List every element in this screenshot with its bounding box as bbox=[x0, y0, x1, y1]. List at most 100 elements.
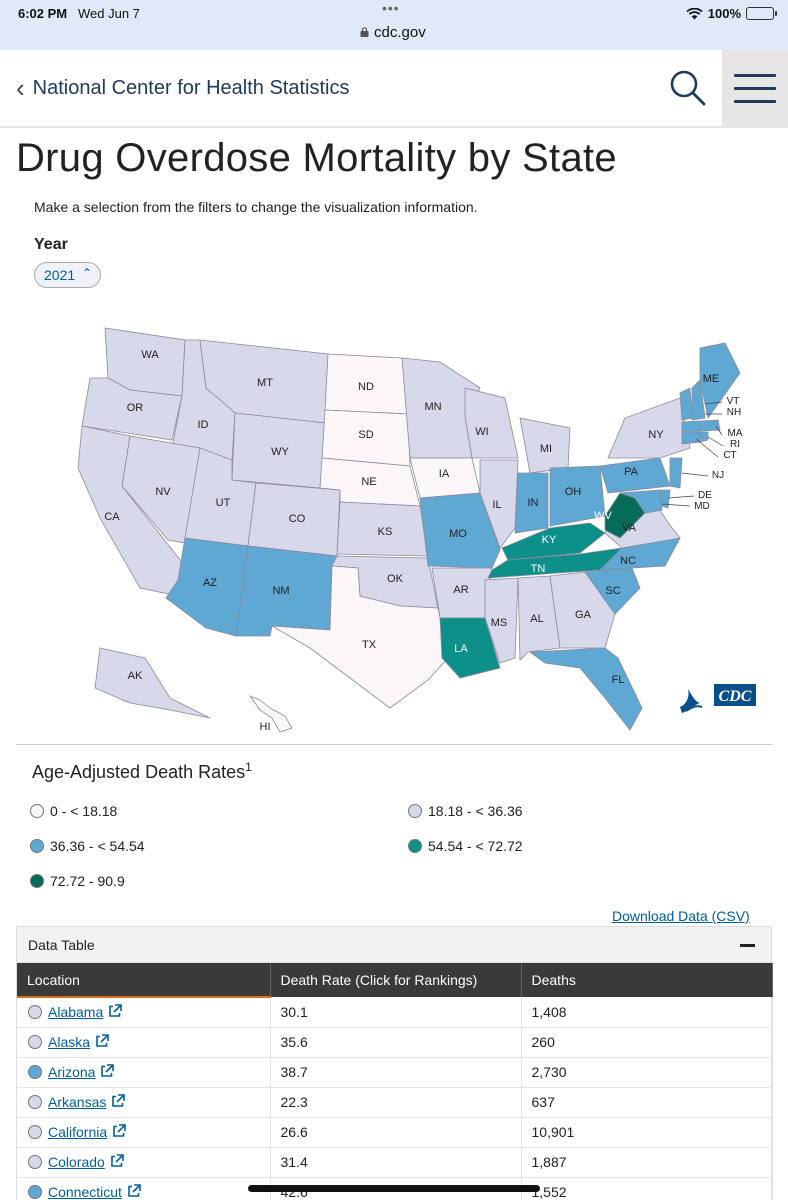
us-map[interactable]: WA OR CA ID NV MT WY UT AZ CO NM ND SD N… bbox=[60, 318, 780, 746]
map-label-id: ID bbox=[198, 419, 209, 431]
column-header-deaths[interactable]: Deaths bbox=[521, 963, 773, 997]
state-link[interactable]: Alabama bbox=[48, 1004, 104, 1021]
data-table-panel: Data Table Location Death Rate (Click fo… bbox=[16, 926, 773, 1200]
search-icon[interactable] bbox=[668, 68, 708, 108]
cell-deaths: 10,901 bbox=[521, 1117, 773, 1148]
collapse-icon[interactable] bbox=[740, 944, 755, 947]
map-label-nc: NC bbox=[620, 555, 636, 567]
table-row: Arizona 38.7 2,730 bbox=[17, 1057, 773, 1088]
cell-death-rate: 22.3 bbox=[270, 1087, 522, 1118]
state-vt bbox=[679, 387, 693, 421]
table-row: Arkansas 22.3 637 bbox=[17, 1087, 773, 1118]
map-label-oh: OH bbox=[565, 486, 582, 498]
cell-location: Colorado bbox=[17, 1147, 271, 1178]
cell-death-rate: 38.7 bbox=[270, 1057, 522, 1088]
legend-item[interactable]: 54.54 - < 72.72 bbox=[408, 838, 523, 854]
cell-location: California bbox=[17, 1117, 271, 1148]
map-label-nh: NH bbox=[727, 407, 741, 418]
state-la bbox=[439, 617, 501, 679]
column-header-location[interactable]: Location bbox=[17, 963, 271, 998]
state-hi bbox=[248, 695, 293, 733]
state-link[interactable]: California bbox=[48, 1124, 108, 1140]
map-label-ia: IA bbox=[439, 468, 450, 480]
map-label-il: IL bbox=[492, 499, 501, 511]
map-label-al: AL bbox=[530, 613, 543, 625]
state-link[interactable]: Alaska bbox=[48, 1034, 91, 1050]
map-label-nv: NV bbox=[155, 486, 171, 498]
external-link-icon[interactable] bbox=[111, 1094, 126, 1108]
external-link-icon[interactable] bbox=[95, 1034, 109, 1048]
map-label-co: CO bbox=[289, 513, 306, 525]
map-label-wy: WY bbox=[271, 446, 289, 458]
rate-color-dot bbox=[28, 1155, 42, 1169]
map-label-nj: NJ bbox=[712, 470, 724, 481]
map-label-mt: MT bbox=[257, 377, 273, 389]
map-label-md: MD bbox=[694, 501, 710, 512]
map-label-ar: AR bbox=[453, 584, 468, 596]
state-link[interactable]: Arizona bbox=[48, 1064, 96, 1080]
state-nh bbox=[691, 379, 706, 421]
state-ms bbox=[484, 577, 519, 664]
map-label-ga: GA bbox=[575, 609, 592, 621]
external-link-icon[interactable] bbox=[112, 1124, 126, 1138]
year-filter-label: Year bbox=[34, 236, 68, 253]
download-csv-link[interactable]: Download Data (CSV) bbox=[612, 908, 750, 924]
cell-death-rate: 35.6 bbox=[270, 1027, 522, 1058]
column-header-death-rate[interactable]: Death Rate (Click for Rankings) bbox=[270, 963, 522, 997]
map-label-tn: TN bbox=[531, 563, 546, 575]
page-title: Drug Overdose Mortality by State bbox=[16, 136, 617, 180]
map-label-nm: NM bbox=[272, 585, 289, 597]
external-link-icon[interactable] bbox=[108, 1004, 123, 1018]
rate-color-dot bbox=[28, 1065, 42, 1079]
data-table-header[interactable]: Data Table bbox=[17, 927, 771, 963]
state-ma bbox=[681, 419, 721, 433]
state-md bbox=[619, 489, 663, 514]
map-label-me: ME bbox=[703, 373, 720, 385]
legend-title: Age-Adjusted Death Rates1 bbox=[32, 760, 252, 782]
state-mo bbox=[419, 492, 501, 569]
legend-swatch bbox=[408, 839, 422, 853]
map-label-ca: CA bbox=[104, 511, 120, 523]
external-link-icon[interactable] bbox=[110, 1154, 124, 1168]
address-bar[interactable]: cdc.gov bbox=[360, 24, 426, 41]
state-link[interactable]: Arkansas bbox=[48, 1094, 107, 1110]
map-label-ms: MS bbox=[491, 617, 508, 629]
external-link-icon[interactable] bbox=[100, 1064, 115, 1078]
map-label-fl: FL bbox=[612, 674, 625, 686]
map-label-wi: WI bbox=[475, 426, 488, 438]
chevron-left-icon: ‹ bbox=[16, 73, 25, 103]
data-table: Location Death Rate (Click for Rankings)… bbox=[17, 963, 773, 1200]
legend-item[interactable]: 72.72 - 90.9 bbox=[30, 873, 125, 889]
cell-deaths: 1,408 bbox=[521, 997, 773, 1028]
status-indicators: 100% bbox=[686, 6, 777, 21]
table-row: California 26.6 10,901 bbox=[17, 1117, 773, 1148]
legend-item[interactable]: 36.36 - < 54.54 bbox=[30, 838, 145, 854]
rate-color-dot bbox=[28, 1095, 42, 1109]
state-link[interactable]: Colorado bbox=[48, 1154, 105, 1170]
cell-location: Arkansas bbox=[17, 1087, 271, 1118]
map-label-mo: MO bbox=[449, 528, 467, 540]
map-label-or: OR bbox=[127, 402, 144, 414]
map-divider bbox=[16, 744, 772, 745]
state-il bbox=[479, 459, 519, 549]
map-label-wv: WV bbox=[594, 510, 612, 522]
more-dots-icon[interactable]: ••• bbox=[382, 0, 400, 16]
map-label-pa: PA bbox=[624, 466, 639, 478]
cell-location: Connecticut bbox=[17, 1177, 271, 1200]
legend-item[interactable]: 0 - < 18.18 bbox=[30, 803, 117, 819]
year-select[interactable]: 2021 ⌃ bbox=[34, 262, 101, 288]
external-link-icon[interactable] bbox=[127, 1184, 141, 1198]
map-label-nd: ND bbox=[358, 381, 374, 393]
status-time: 6:02 PM Wed Jun 7 bbox=[18, 6, 140, 21]
state-nj bbox=[669, 457, 683, 489]
legend-swatch bbox=[30, 874, 44, 888]
state-link[interactable]: Connecticut bbox=[48, 1184, 122, 1200]
legend-swatch bbox=[408, 804, 422, 818]
legend-item[interactable]: 18.18 - < 36.36 bbox=[408, 803, 523, 819]
map-label-mn: MN bbox=[424, 401, 441, 413]
menu-button[interactable] bbox=[722, 50, 788, 128]
map-label-sc: SC bbox=[605, 585, 620, 597]
map-label-va: VA bbox=[622, 522, 637, 534]
legend-footnote: 1 bbox=[245, 760, 252, 774]
back-link[interactable]: ‹ National Center for Health Statistics bbox=[16, 74, 349, 102]
